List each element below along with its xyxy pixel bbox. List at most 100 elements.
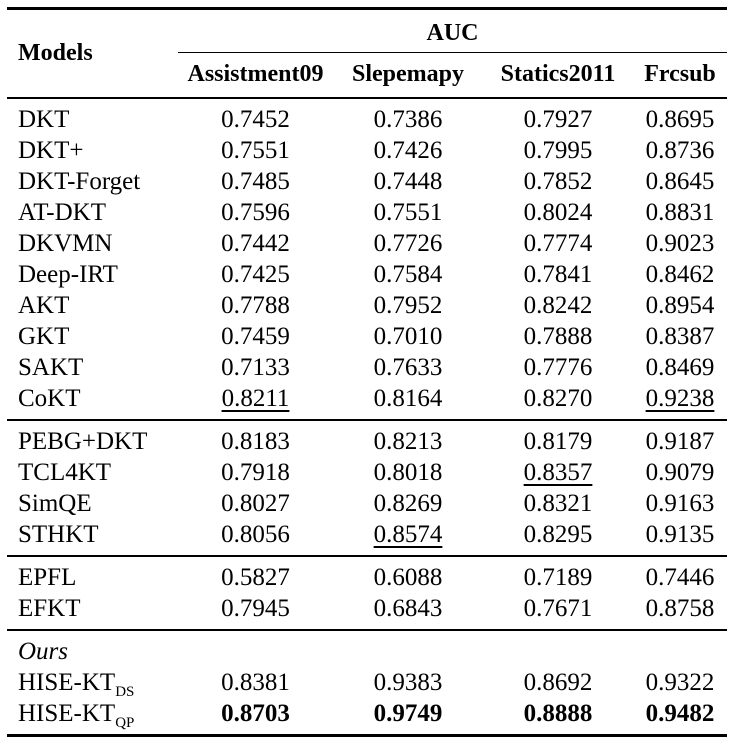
auc-value: 0.7952 <box>373 292 443 319</box>
auc-value: 0.7774 <box>523 230 593 257</box>
model-name: DKT+ <box>18 137 84 164</box>
auc-value: 0.7726 <box>373 230 443 257</box>
auc-value: 0.8381 <box>221 669 290 696</box>
auc-value: 0.8462 <box>645 261 715 288</box>
model-name: SimQE <box>18 490 92 517</box>
model-name: Deep-IRT <box>18 261 118 288</box>
auc-value: 0.7852 <box>523 168 593 195</box>
auc-value: 0.9187 <box>645 428 715 455</box>
auc-value: 0.9079 <box>645 459 715 486</box>
auc-value: 0.9135 <box>645 521 715 548</box>
models-column-header: Models <box>7 8 178 99</box>
model-name: DKT-Forget <box>18 168 141 195</box>
auc-value: 0.8270 <box>523 385 593 412</box>
auc-value: 0.9023 <box>645 230 715 257</box>
auc-value: 0.8387 <box>645 323 715 350</box>
auc-value: 0.9482 <box>645 700 715 727</box>
auc-value: 0.7452 <box>221 106 290 133</box>
auc-value: 0.7888 <box>523 323 593 350</box>
auc-value: 0.7386 <box>373 106 443 133</box>
results-table: Models AUC Assistment09 Slepemapy Static… <box>7 7 727 737</box>
auc-value: 0.8179 <box>523 428 593 455</box>
model-name: HISE-KTDS <box>18 669 135 700</box>
auc-value: 0.7459 <box>221 323 290 350</box>
auc-value: 0.7551 <box>373 199 443 226</box>
table-row: AKT 0.7788 0.7952 0.8242 0.8954 <box>7 290 727 321</box>
model-name: SAKT <box>18 354 84 381</box>
auc-value: 0.8469 <box>645 354 715 381</box>
table-row: SimQE 0.8027 0.8269 0.8321 0.9163 <box>7 488 727 519</box>
auc-value: 0.5827 <box>221 564 290 591</box>
table-row: EFKT 0.7945 0.6843 0.7671 0.8758 <box>7 593 727 630</box>
table-row: GKT 0.7459 0.7010 0.7888 0.8387 <box>7 321 727 352</box>
group-label-row: Ours <box>7 630 727 667</box>
table-row: HISE-KTDS 0.8381 0.9383 0.8692 0.9322 <box>7 667 727 700</box>
auc-value: 0.9238 <box>645 385 715 412</box>
auc-value: 0.7010 <box>373 323 443 350</box>
auc-value: 0.7551 <box>221 137 290 164</box>
auc-value: 0.8645 <box>645 168 715 195</box>
auc-value: 0.7841 <box>523 261 593 288</box>
auc-value: 0.7633 <box>373 354 443 381</box>
auc-value: 0.8888 <box>523 700 593 727</box>
auc-value: 0.7485 <box>221 168 290 195</box>
table-row: DKT 0.7452 0.7386 0.7927 0.8695 <box>7 98 727 135</box>
auc-value: 0.8269 <box>373 490 443 517</box>
dataset-header-slepemapy: Slepemapy <box>333 52 483 99</box>
auc-value: 0.7671 <box>523 595 593 622</box>
auc-value: 0.8954 <box>645 292 715 319</box>
auc-value: 0.8024 <box>523 199 593 226</box>
model-name: AKT <box>18 292 70 319</box>
auc-value: 0.7446 <box>645 564 715 591</box>
model-name: HISE-KTQP <box>18 700 135 731</box>
table-row: EPFL 0.5827 0.6088 0.7189 0.7446 <box>7 556 727 593</box>
model-name: GKT <box>18 323 70 350</box>
auc-group-header: AUC <box>178 8 727 53</box>
auc-value: 0.8164 <box>373 385 443 412</box>
dataset-header-frcsub: Frcsub <box>633 52 727 99</box>
auc-value: 0.8758 <box>645 595 715 622</box>
table-row: PEBG+DKT 0.8183 0.8213 0.8179 0.9187 <box>7 420 727 457</box>
model-name: DKVMN <box>18 230 113 257</box>
auc-value: 0.7448 <box>373 168 443 195</box>
dataset-header-row: Assistment09 Slepemapy Statics2011 Frcsu… <box>7 52 727 99</box>
model-subscript: DS <box>115 684 135 700</box>
auc-value: 0.8357 <box>523 459 593 486</box>
auc-value: 0.8831 <box>645 199 715 226</box>
model-name: CoKT <box>18 385 81 412</box>
auc-value: 0.7945 <box>221 595 290 622</box>
auc-value: 0.8295 <box>523 521 593 548</box>
model-name: AT-DKT <box>18 199 106 226</box>
auc-value: 0.8321 <box>523 490 593 517</box>
model-name: PEBG+DKT <box>18 428 148 455</box>
auc-value: 0.7596 <box>221 199 290 226</box>
auc-value: 0.7425 <box>221 261 290 288</box>
auc-value: 0.8211 <box>221 385 290 412</box>
model-group-3: EPFL 0.5827 0.6088 0.7189 0.7446 EFKT 0.7945 0.… <box>7 556 727 630</box>
model-group-2: PEBG+DKT 0.8183 0.8213 0.8179 0.9187 TCL4KT 0.… <box>7 420 727 556</box>
table-row: DKVMN 0.7442 0.7726 0.7774 0.9023 <box>7 228 727 259</box>
auc-value: 0.7927 <box>523 106 593 133</box>
auc-value: 0.8183 <box>221 428 290 455</box>
table-row: SAKT 0.7133 0.7633 0.7776 0.8469 <box>7 352 727 383</box>
table-row: DKT-Forget 0.7485 0.7448 0.7852 0.8645 <box>7 166 727 197</box>
table-row: TCL4KT 0.7918 0.8018 0.8357 0.9079 <box>7 457 727 488</box>
auc-value: 0.7788 <box>221 292 290 319</box>
group-label: Ours <box>18 638 69 665</box>
auc-value: 0.7133 <box>221 354 290 381</box>
metric-header-row: Models AUC <box>7 8 727 99</box>
auc-value: 0.8703 <box>221 700 290 727</box>
model-name: STHKT <box>18 521 99 548</box>
auc-value: 0.7918 <box>221 459 290 486</box>
auc-value: 0.6088 <box>373 564 443 591</box>
auc-value: 0.8574 <box>373 521 443 548</box>
auc-value: 0.8213 <box>373 428 443 455</box>
model-group-4: Ours HISE-KTDS 0.8381 0.9383 0.8692 0.9322 HIS… <box>7 630 727 736</box>
auc-value: 0.7189 <box>523 564 593 591</box>
auc-value: 0.9322 <box>645 669 715 696</box>
model-name: TCL4KT <box>18 459 112 486</box>
auc-value: 0.8736 <box>645 137 715 164</box>
auc-value: 0.7995 <box>523 137 593 164</box>
auc-value: 0.7426 <box>373 137 443 164</box>
